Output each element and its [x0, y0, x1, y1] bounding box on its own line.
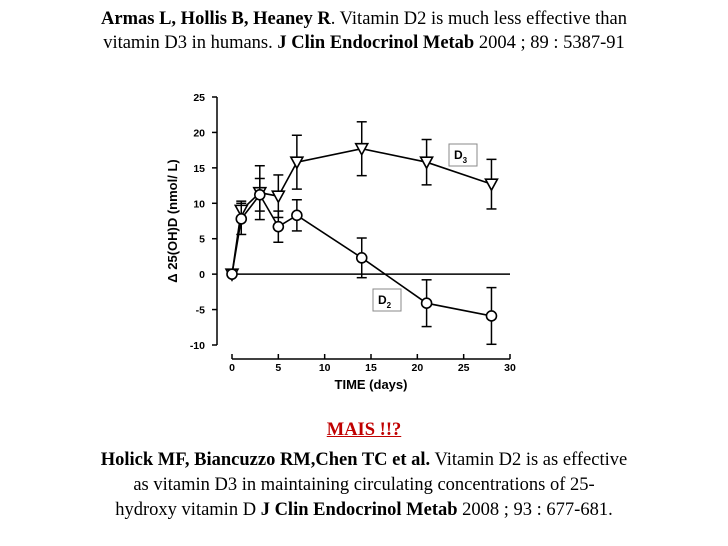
x-tick-label: 15: [365, 362, 377, 374]
mais-heading: MAIS !!?: [326, 420, 402, 440]
y-tick-label: 15: [193, 163, 205, 175]
x-tick-label: 10: [319, 362, 331, 374]
d3-point: [419, 156, 434, 170]
d3-point: [270, 190, 286, 204]
y-tick-label: 5: [199, 234, 205, 246]
x-tick-label: 20: [411, 362, 423, 374]
reference-1-line-1: Armas L, Hollis B, Heaney R. Vitamin D2 …: [0, 7, 728, 31]
d2-label: D2: [378, 293, 392, 310]
d3-label-main: D: [454, 148, 463, 162]
d2-point: [235, 213, 248, 225]
reference-2-journal: J Clin Endocrinol Metab: [260, 500, 458, 520]
reference-2-title-part3: hydroxy vitamin D: [115, 500, 261, 520]
d3-point: [484, 178, 499, 192]
x-tick-label: 5: [275, 362, 281, 374]
y-tick-label: 10: [193, 198, 205, 210]
chart-axes: -10 -5 0 5 10 15 20 25 0 5 10 15 20 25 30: [190, 92, 516, 374]
d2-point: [485, 310, 498, 322]
y-tick-label: -5: [196, 305, 205, 317]
d2-point: [272, 220, 285, 233]
y-tick-label: 20: [193, 127, 205, 139]
d3-point: [289, 156, 305, 170]
reference-1-authors: Armas L, Hollis B, Heaney R: [101, 9, 331, 29]
d3-label-subscript: 3: [463, 156, 468, 165]
x-tick-label: 30: [504, 362, 516, 374]
d2-point: [355, 252, 368, 264]
x-tick-label: 25: [458, 362, 470, 374]
reference-1-title-part2: vitamin D3 in humans.: [103, 33, 278, 53]
d2-label-main: D: [378, 293, 387, 307]
reference-2-title-part2: as vitamin D3 in maintaining circulating…: [133, 475, 595, 495]
d2-label-box: [372, 288, 402, 312]
reference-2-line-2: as vitamin D3 in maintaining circulating…: [0, 473, 728, 497]
y-tick-label: 25: [193, 92, 205, 104]
x-axis-label: TIME (days): [335, 377, 408, 392]
d3-label: D3: [454, 148, 468, 165]
reference-2-authors: Holick MF, Biancuzzo RM,Chen TC et al.: [100, 450, 431, 470]
y-axis-label: Δ 25(OH)D (nmol/ L): [165, 159, 180, 282]
reference-1-journal: J Clin Endocrinol Metab: [277, 33, 475, 53]
reference-2-citation: 2008 ; 93 : 677-681.: [457, 500, 613, 520]
d3-point: [354, 142, 370, 157]
x-tick-label: 0: [229, 362, 235, 374]
d2-point: [420, 297, 433, 309]
reference-2-line-1: Holick MF, Biancuzzo RM,Chen TC et al. V…: [0, 448, 728, 472]
y-tick-label: 0: [199, 269, 205, 281]
d2-point: [291, 209, 303, 222]
d2-point: [253, 188, 266, 201]
d3-label-box: [448, 143, 478, 167]
d2-label-subscript: 2: [387, 301, 392, 310]
reference-1-title-part1: . Vitamin D2 is much less effective than: [330, 9, 627, 29]
reference-2-title-part1: Vitamin D2 is as effective: [430, 450, 628, 470]
reference-1-line-2: vitamin D3 in humans. J Clin Endocrinol …: [0, 31, 728, 55]
reference-1-citation: 2004 ; 89 : 5387-91: [474, 33, 625, 53]
chart-series: [224, 121, 499, 346]
d2-point: [226, 268, 238, 280]
y-tick-label: -10: [190, 340, 205, 352]
reference-2-line-3: hydroxy vitamin D J Clin Endocrinol Meta…: [0, 498, 728, 522]
